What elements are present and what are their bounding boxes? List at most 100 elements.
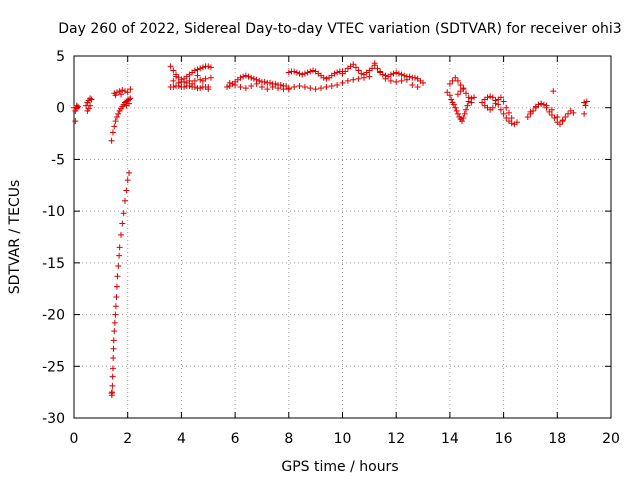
data-point — [446, 92, 453, 99]
data-point — [371, 60, 378, 67]
data-point — [562, 114, 569, 121]
data-point — [111, 328, 118, 335]
data-point — [454, 110, 461, 117]
x-tick-label: 8 — [284, 431, 293, 447]
data-point — [116, 252, 123, 259]
data-point — [111, 319, 118, 326]
data-point — [122, 197, 129, 204]
data-point — [115, 110, 122, 117]
data-point — [111, 123, 118, 130]
data-point — [72, 118, 79, 125]
data-point — [355, 75, 362, 82]
data-point — [240, 73, 247, 80]
data-point — [448, 96, 455, 103]
data-point — [463, 90, 470, 97]
data-point — [492, 100, 499, 107]
data-point — [449, 77, 456, 84]
data-point — [232, 81, 239, 88]
data-point — [406, 73, 413, 80]
data-point — [301, 70, 308, 77]
data-point — [307, 85, 314, 92]
data-point — [253, 80, 260, 87]
series-band_17_19 — [524, 88, 590, 128]
data-point — [245, 73, 252, 80]
series-start — [71, 102, 82, 125]
data-point — [464, 102, 471, 109]
y-tick-label: 5 — [56, 49, 65, 65]
data-point — [167, 63, 174, 70]
data-point — [548, 111, 555, 118]
data-point — [503, 115, 510, 122]
data-point — [465, 94, 472, 101]
data-point — [299, 71, 306, 78]
data-point — [170, 67, 177, 74]
data-point — [369, 65, 376, 72]
data-point — [110, 337, 117, 344]
data-point — [207, 74, 214, 81]
data-point — [110, 345, 117, 352]
data-point — [183, 79, 190, 86]
data-point — [189, 80, 196, 87]
data-point — [191, 84, 198, 91]
data-point — [109, 365, 116, 372]
data-point — [318, 85, 325, 92]
data-point — [250, 75, 257, 82]
data-point — [291, 84, 298, 91]
data-point — [293, 69, 300, 76]
data-point — [461, 110, 468, 117]
data-point — [191, 67, 198, 74]
data-point — [452, 74, 459, 81]
data-point — [109, 373, 116, 380]
data-point — [112, 92, 119, 99]
data-point — [205, 63, 212, 70]
data-point — [503, 104, 510, 111]
data-point — [583, 98, 590, 105]
x-tick-label: 14 — [441, 431, 459, 447]
data-point — [108, 137, 115, 144]
data-point — [113, 283, 120, 290]
data-point — [226, 79, 233, 86]
data-point — [112, 303, 119, 310]
data-point — [181, 84, 188, 91]
data-point — [307, 68, 314, 75]
data-point — [237, 74, 244, 81]
data-point — [269, 84, 276, 91]
data-point — [350, 61, 357, 68]
x-tick-label: 18 — [548, 431, 566, 447]
data-point — [358, 70, 365, 77]
data-point — [460, 85, 467, 92]
data-point — [178, 78, 185, 85]
data-point — [387, 77, 394, 84]
data-point — [119, 87, 126, 94]
data-point — [468, 99, 475, 106]
data-point — [411, 74, 418, 81]
y-tick-label: -5 — [51, 152, 65, 168]
data-point — [275, 85, 282, 92]
data-point — [398, 71, 405, 78]
data-point — [527, 108, 534, 115]
data-point — [87, 102, 94, 109]
data-point — [450, 101, 457, 108]
data-point — [117, 231, 124, 238]
y-axis-label: SDTVAR / TECUs — [7, 180, 23, 295]
y-tick-label: -15 — [42, 256, 65, 272]
data-point — [377, 68, 384, 75]
data-point — [127, 86, 134, 93]
data-marks — [71, 60, 590, 399]
data-point — [207, 64, 214, 71]
data-point — [538, 100, 545, 107]
data-point — [339, 79, 346, 86]
data-point — [334, 69, 341, 76]
data-point — [170, 84, 177, 91]
data-point — [454, 77, 461, 84]
data-point — [530, 107, 537, 114]
x-tick-label: 10 — [334, 431, 352, 447]
data-point — [355, 67, 362, 74]
y-tick-label: 0 — [56, 101, 65, 117]
data-point — [524, 114, 531, 121]
data-point — [119, 220, 126, 227]
data-point — [581, 110, 588, 117]
data-point — [304, 69, 311, 76]
x-axis-label: GPS time / hours — [281, 459, 398, 475]
